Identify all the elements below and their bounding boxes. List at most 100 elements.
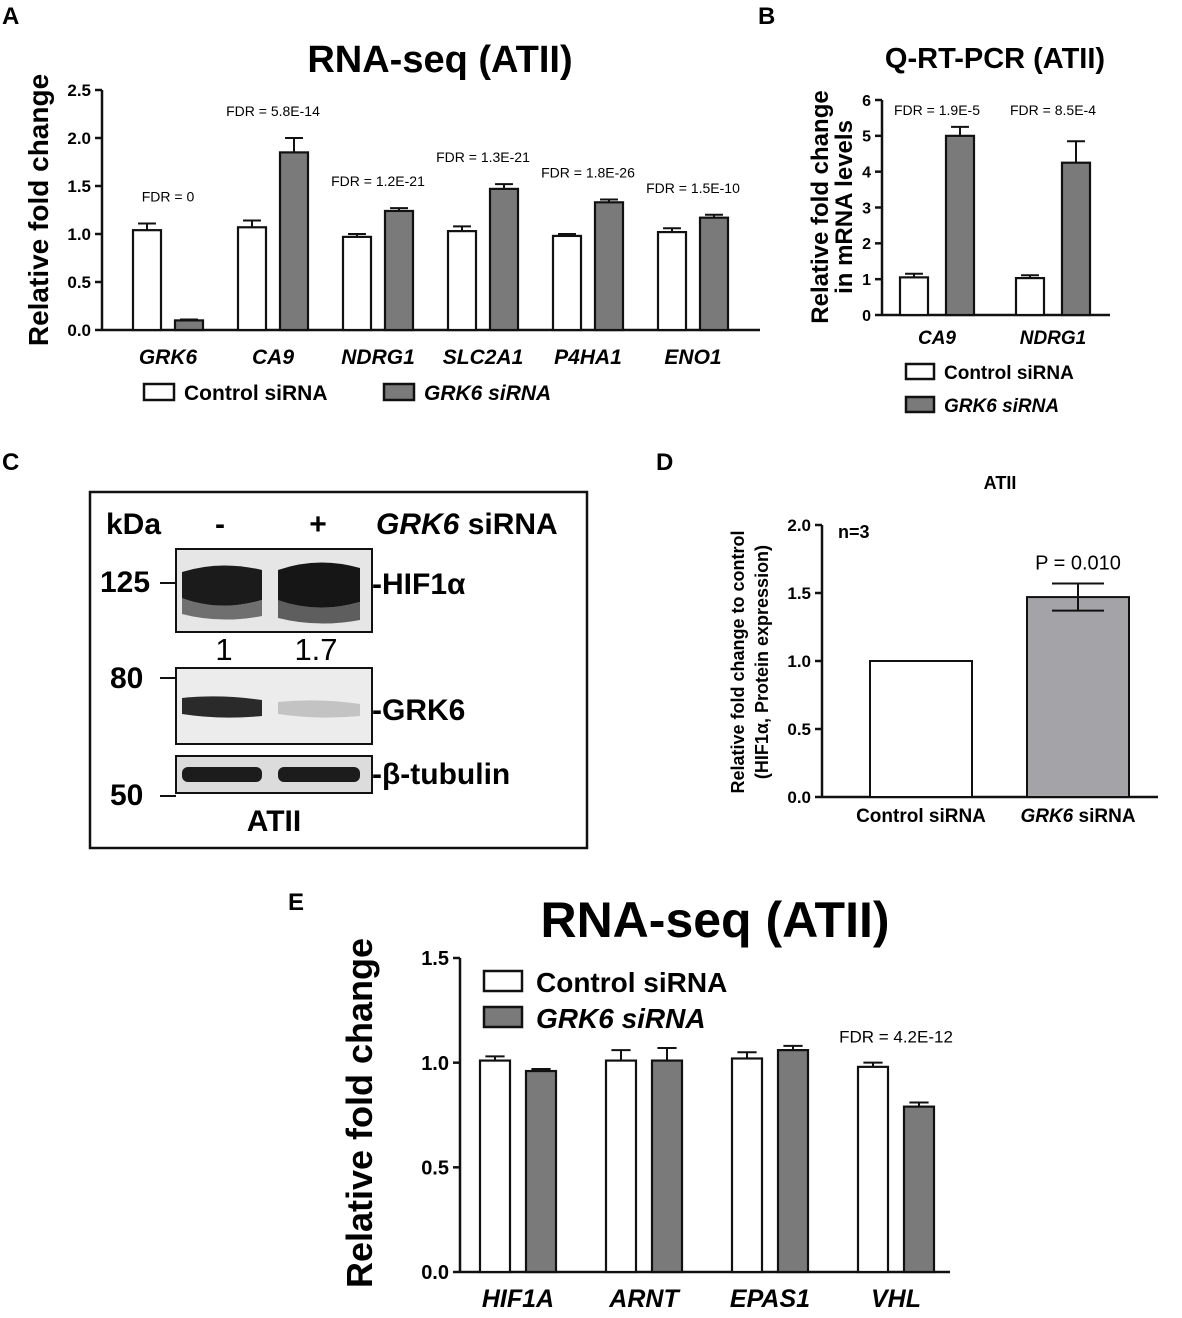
panel-b-ylabel-line1: Relative fold change — [807, 90, 834, 323]
blot-hif1a-band-plus — [278, 562, 360, 608]
legend-b-control-label: Control siRNA — [944, 363, 1074, 384]
panel-a-category-eno1: ENO1 — [664, 346, 721, 369]
panel-a-category-ndrg1: NDRG1 — [341, 346, 415, 369]
panel-a-bar-ca9-control-sirna — [236, 226, 268, 332]
blot-sirna-gene: GRK6 — [376, 508, 460, 541]
panel-a-bar-p4ha1-control-sirna — [551, 234, 583, 332]
panel-a-bar-grk6-control-sirna — [131, 229, 163, 332]
panel-e-bar-hif1a-control-sirna — [478, 1059, 512, 1274]
panel-b-bar-ca9-grk6-sirna — [944, 134, 976, 317]
panel-d-plot: 0.0 0.5 1.0 1.5 2.0 Control siRNA GRK6 siRNA P … — [787, 516, 1158, 827]
blot-footer: ATII — [247, 805, 301, 838]
blot-hif1a-smear-plus — [278, 600, 360, 624]
panel-b-title: Q-RT-PCR (ATII) — [885, 43, 1105, 75]
legend-a-control-label: Control siRNA — [184, 382, 328, 405]
panel-a-ytick-label: 2.5 — [67, 81, 91, 100]
panel-b-bar-ca9-control-sirna — [898, 276, 930, 317]
panel-b-ytick-label: 5 — [862, 129, 871, 146]
legend-e-grk6-label: GRK6 siRNA — [536, 1003, 706, 1034]
panel-e-bar-hif1a-grk6-sirna — [524, 1069, 558, 1274]
panel-b: B Q-RT-PCR (ATII) Relative fold change i… — [758, 3, 1110, 417]
panel-a-bar-ndrg1-grk6-sirna — [383, 209, 415, 332]
blot-marker-50: 50 — [110, 779, 143, 812]
panel-a-ytick-label: 1.5 — [67, 177, 91, 196]
panel-e-category-vhl: VHL — [871, 1285, 921, 1313]
panel-c-letter: C — [2, 449, 19, 476]
panel-a-plot: 0.0 0.5 1.0 1.5 2.0 2.5 GRK6 CA9 NDRG1 SLC2A1 P4HA… — [67, 81, 760, 369]
panel-e-bar-epas1-grk6-sirna — [776, 1049, 810, 1274]
panel-b-letter: B — [758, 3, 775, 30]
panel-d-title: ATII — [984, 473, 1017, 493]
panel-e-plot: 0.0 0.5 1.0 1.5 HIF1A ARNT EPAS1 VHL FDR = 4.2E-… — [421, 948, 953, 1313]
blot-marker-125: 125 — [100, 566, 150, 599]
panel-d-n-annotation: n=3 — [838, 522, 870, 542]
legend-b-control-swatch — [904, 362, 936, 381]
panel-d-bar-control-sirna — [869, 660, 973, 798]
panel-a-fdr-slc2a1: FDR = 1.3E-21 — [436, 149, 530, 165]
panel-d-category-control-siRNA: Control siRNA — [856, 806, 986, 827]
legend-a-control-swatch — [142, 382, 176, 402]
blot-sirna-header: GRK6 siRNA — [376, 508, 558, 541]
panel-a-bar-grk6-grk6-sirna — [173, 319, 205, 332]
panel-a-fdr-grk6: FDR = 0 — [142, 188, 195, 204]
blot-band-hif1a-label: -HIF1α — [372, 568, 466, 601]
panel-d-ytick-label: 2.0 — [787, 516, 811, 535]
panel-a-category-grk6: GRK6 — [139, 346, 198, 369]
panel-d-ylabel-line2: (HIF1α, Protein expression) — [752, 545, 772, 779]
panel-d-letter: D — [656, 449, 673, 476]
panel-b-ytick-label: 3 — [862, 200, 871, 217]
panel-a-fdr-ndrg1: FDR = 1.2E-21 — [331, 173, 425, 189]
legend-b-grk6-swatch — [904, 395, 936, 414]
panel-a-ytick-label: 2.0 — [67, 129, 91, 148]
panel-a-bar-eno1-grk6-sirna — [698, 216, 730, 332]
panel-a-bar-slc2a1-control-sirna — [446, 230, 478, 332]
panel-e: E RNA-seq (ATII) Relative fold change 0.… — [288, 889, 953, 1313]
legend-e-grk6-swatch — [482, 1005, 524, 1029]
panel-a-letter: A — [2, 3, 19, 30]
panel-d-category-grk6-gene: GRK6 — [1020, 806, 1073, 827]
panel-b-ytick-label: 1 — [862, 272, 871, 289]
panel-b-legend: Control siRNA GRK6 siRNA — [904, 362, 1074, 417]
blot-band-grk6-label: -GRK6 — [372, 694, 465, 727]
panel-b-bar-ndrg1-grk6-sirna — [1060, 161, 1092, 317]
panel-e-title: RNA-seq (ATII) — [540, 892, 889, 948]
blot-kda-label: kDa — [106, 508, 161, 541]
panel-e-bar-arnt-grk6-sirna — [650, 1059, 684, 1274]
panel-a-fdr-eno1: FDR = 1.5E-10 — [646, 180, 740, 196]
panel-b-category-ndrg1: NDRG1 — [1020, 328, 1087, 349]
panel-b-plot: 0 1 2 3 4 5 6 CA9 NDRG1 FDR = 1.9E-5 FDR = 8.5E-4 — [862, 93, 1110, 349]
legend-b-grk6-label: GRK6 siRNA — [944, 396, 1059, 417]
panel-b-ytick-label: 4 — [862, 164, 871, 181]
panel-d: D ATII Relative fold change to control (… — [656, 449, 1158, 827]
panel-e-legend: Control siRNA GRK6 siRNA — [482, 967, 727, 1034]
panel-b-category-ca9: CA9 — [918, 328, 956, 349]
panel-a-bar-eno1-control-sirna — [656, 230, 688, 332]
panel-e-ytick-label: 1.5 — [421, 948, 449, 970]
panel-b-ylabel-line2: in mRNA levels — [831, 120, 858, 294]
blot-hif1a-smear-minus — [182, 598, 262, 620]
panel-a: A RNA-seq (ATII) Relative fold change 0.… — [2, 3, 760, 405]
blot-tubulin-band-minus — [182, 767, 262, 782]
panel-e-bar-epas1-control-sirna — [730, 1057, 764, 1274]
panel-a-fdr-p4ha1: FDR = 1.8E-26 — [541, 164, 635, 180]
legend-a-grk6-swatch — [382, 382, 416, 402]
blot-quant-plus: 1.7 — [294, 632, 337, 667]
panel-a-category-p4ha1: P4HA1 — [554, 346, 622, 369]
panel-d-category-grk6-sirna: GRK6 siRNA — [1020, 806, 1135, 827]
panel-e-ytick-label: 0.5 — [421, 1158, 449, 1180]
blot-frame — [88, 490, 589, 850]
blot-band-tubulin-label: -β-tubulin — [372, 758, 510, 791]
panel-e-bar-vhl-control-sirna — [856, 1065, 890, 1274]
panel-a-ytick-label: 1.0 — [67, 225, 91, 244]
blot-quant-minus: 1 — [215, 632, 232, 667]
panel-b-ytick-label: 0 — [862, 308, 871, 325]
panel-e-ylabel: Relative fold change — [339, 938, 380, 1288]
panel-e-ytick-label: 1.0 — [421, 1053, 449, 1075]
panel-d-ytick-label: 0.5 — [787, 720, 811, 739]
panel-a-ytick-label: 0.0 — [67, 321, 91, 340]
panel-b-fdr-ca9: FDR = 1.9E-5 — [894, 102, 980, 118]
panel-a-ytick-label: 0.5 — [67, 273, 91, 292]
panel-e-bar-arnt-control-sirna — [604, 1059, 638, 1274]
panel-e-category-epas1: EPAS1 — [730, 1285, 810, 1313]
